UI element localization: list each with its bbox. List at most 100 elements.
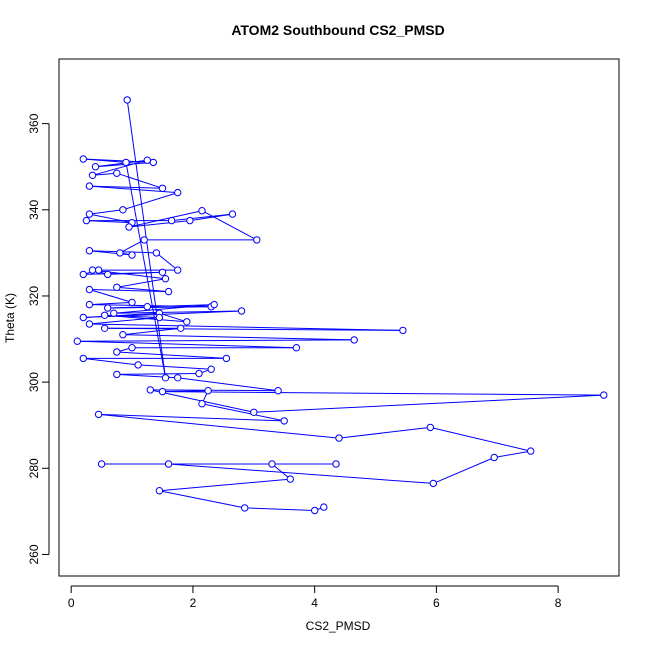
series-line-segment (338, 426, 431, 439)
x-axis: 0 2 4 6 8 (68, 585, 562, 610)
data-point (268, 460, 276, 468)
data-point (152, 249, 161, 257)
data-point (143, 156, 152, 164)
data-point (88, 266, 97, 274)
data-point (88, 171, 97, 180)
data-point (79, 313, 88, 322)
series-line-segment (177, 377, 279, 392)
data-point (280, 417, 288, 425)
data-point (119, 206, 127, 214)
data-point (113, 169, 121, 177)
series-line-segment (113, 304, 215, 314)
data-point (527, 447, 535, 455)
y-tick-label: 280 (27, 458, 41, 478)
series-points (73, 96, 608, 515)
series-line-segment (162, 391, 604, 396)
data-point (167, 216, 176, 225)
data-point (161, 374, 170, 382)
data-point (174, 188, 182, 197)
data-point (104, 270, 112, 279)
series-line-segment (201, 403, 285, 422)
series-line-segment (89, 209, 123, 215)
series-line-segment (95, 159, 148, 168)
data-point (161, 275, 170, 283)
series-line-segment (128, 220, 190, 228)
data-point (222, 354, 231, 363)
series-line-segment (244, 507, 315, 511)
series-line-segment (113, 310, 242, 314)
data-point (286, 475, 294, 483)
series-line-segment (107, 271, 163, 275)
series-line-segment (89, 185, 163, 189)
series-line (77, 99, 604, 511)
data-point (116, 249, 124, 257)
data-point (134, 361, 142, 369)
data-point (73, 337, 82, 345)
data-point (140, 236, 148, 244)
y-tick-label: 360 (27, 113, 41, 133)
data-point (158, 387, 167, 396)
x-tick-label: 8 (555, 596, 562, 610)
series-line-segment (122, 334, 355, 341)
data-point (113, 348, 121, 356)
series-line-segment (162, 390, 209, 393)
series-line-segment (92, 172, 117, 176)
series-line-segment (159, 312, 187, 323)
data-point (155, 487, 164, 495)
data-point (250, 408, 258, 416)
data-point (85, 300, 94, 309)
data-point (155, 313, 164, 322)
data-point (149, 158, 158, 167)
data-point (128, 298, 136, 307)
data-point (292, 344, 301, 352)
data-point (128, 251, 136, 259)
data-point (85, 210, 94, 218)
data-point (426, 423, 434, 432)
y-tick-label: 260 (27, 544, 41, 564)
data-point (94, 410, 103, 419)
data-point (94, 266, 103, 274)
x-tick-label: 0 (68, 596, 75, 610)
series-line-segment (122, 327, 181, 336)
data-point (146, 386, 155, 394)
data-point (198, 400, 206, 408)
series-line-segment (92, 159, 148, 176)
series-line-segment (119, 239, 145, 254)
series-line-segment (494, 450, 531, 458)
series-line-segment (89, 323, 403, 331)
series-line-segment (159, 490, 245, 509)
data-point (113, 283, 121, 291)
series-line-segment (89, 213, 133, 224)
data-point (320, 503, 328, 511)
data-point (177, 324, 185, 332)
data-point (237, 307, 246, 315)
series-line-segment (138, 364, 212, 370)
data-point (119, 331, 127, 339)
data-point (104, 304, 112, 312)
series-line-segment (77, 340, 297, 349)
data-point (110, 309, 118, 317)
data-point (128, 344, 136, 352)
data-point (198, 207, 206, 215)
data-point (183, 318, 191, 326)
data-point (85, 320, 94, 328)
series-line-segment (189, 213, 233, 222)
data-point (600, 391, 608, 399)
series-line-segment (107, 306, 148, 309)
series-line-segment (430, 426, 531, 452)
data-point (143, 303, 152, 311)
data-point (85, 285, 94, 294)
data-point (164, 460, 173, 468)
data-point (174, 266, 182, 274)
data-point (311, 506, 319, 515)
series-line-segment (150, 389, 279, 392)
chart-title: ATOM2 Southbound CS2_PMSD (231, 22, 444, 38)
y-tick-label: 300 (27, 372, 41, 392)
plot-frame (58, 58, 620, 577)
data-point (79, 354, 88, 363)
series-line-segment (77, 339, 355, 342)
y-axis-label: Theta (K) (3, 293, 17, 343)
data-point (101, 311, 109, 319)
series-line-segment (116, 373, 200, 375)
series-line-segment (89, 289, 169, 293)
